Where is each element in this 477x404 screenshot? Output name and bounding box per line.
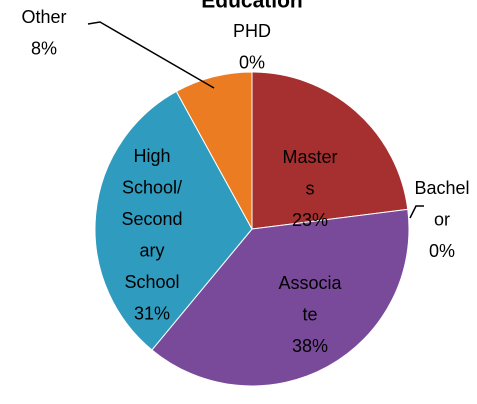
slice-label: Master s [282, 147, 337, 199]
slice-label: Other [21, 7, 66, 27]
pie-slice [175, 71, 253, 230]
value-label: 38% [292, 336, 328, 356]
value-label: 0% [239, 52, 265, 72]
slice-label: High School/Second ary School [121, 146, 182, 292]
leader-line [87, 21, 215, 89]
value-label: 0% [429, 241, 455, 261]
pie-slice [94, 90, 253, 351]
slice-label: Associa te [278, 273, 342, 325]
value-label: 23% [292, 210, 328, 230]
leader-line [409, 205, 424, 219]
chart-title: Education [201, 0, 303, 13]
slice-label: PHD [233, 21, 271, 41]
value-label: 8% [31, 38, 57, 58]
pie-slice [251, 71, 409, 230]
pie [94, 71, 410, 387]
slice-label: Bachel or [414, 178, 469, 230]
pie-slice [151, 208, 410, 387]
value-label: 31% [134, 303, 170, 323]
